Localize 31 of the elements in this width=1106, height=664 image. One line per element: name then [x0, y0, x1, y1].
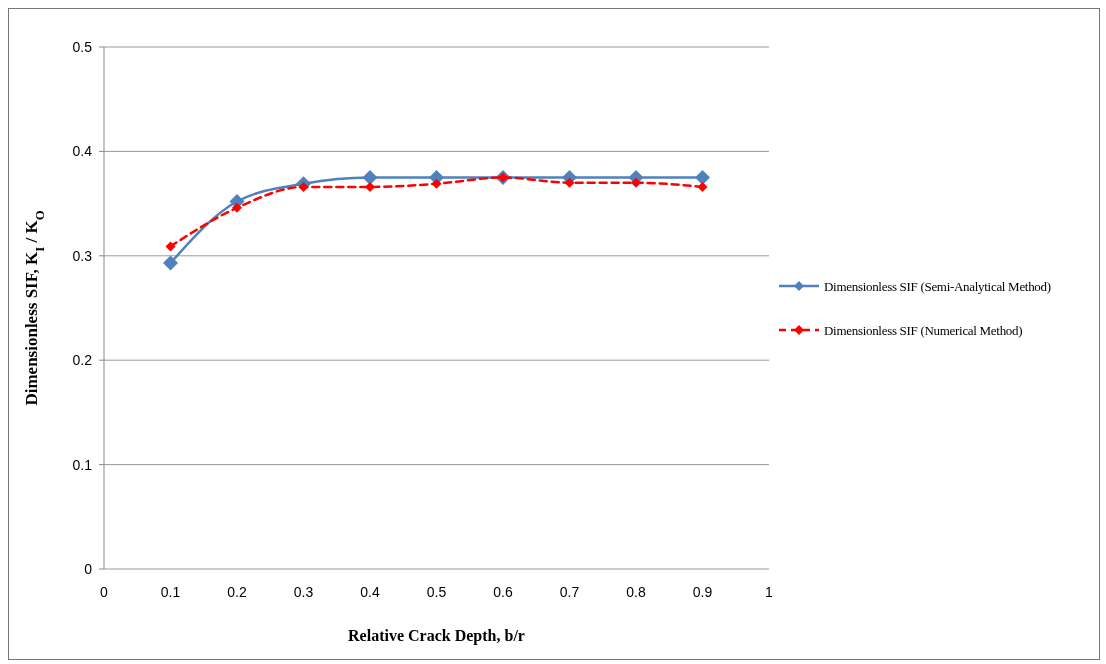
x-tick-label: 0.3	[293, 584, 314, 600]
y-tick-label: 0.2	[72, 352, 93, 369]
point	[431, 178, 442, 189]
x-tick-label: 0.8	[626, 584, 646, 600]
point	[631, 177, 641, 188]
x-tick-label: 0.1	[160, 584, 181, 600]
point	[695, 170, 710, 185]
point	[232, 202, 242, 213]
point	[298, 181, 309, 192]
y-tick-label: 0.1	[72, 456, 93, 473]
x-tick-label: 0.6	[493, 584, 513, 600]
point	[165, 241, 176, 252]
x-tick-label: 0.2	[227, 584, 247, 600]
legend-label: Dimensionless SIF (Semi-Analytical Method)	[824, 278, 1051, 294]
x-axis-title: Relative Crack Depth, b/r	[348, 627, 525, 645]
y-tick-label: 0.4	[72, 143, 93, 160]
x-tick-label: 0.5	[426, 584, 447, 600]
x-tick-label: 0.9	[692, 584, 713, 600]
point	[163, 255, 178, 271]
x-tick-label: 0.4	[360, 584, 380, 600]
x-tick-label: 0.7	[559, 584, 580, 600]
point	[564, 177, 575, 188]
point	[362, 170, 378, 185]
legend-label: Dimensionless SIF (Numerical Method)	[824, 322, 1023, 338]
point	[697, 181, 708, 192]
y-tick-label: 0	[84, 560, 93, 577]
y-tick-label: 0.3	[72, 247, 93, 264]
point	[365, 181, 375, 192]
x-tick-label: 0	[100, 584, 109, 600]
x-tick-label: 1	[765, 584, 774, 600]
y-tick-label: 0.5	[72, 38, 93, 55]
